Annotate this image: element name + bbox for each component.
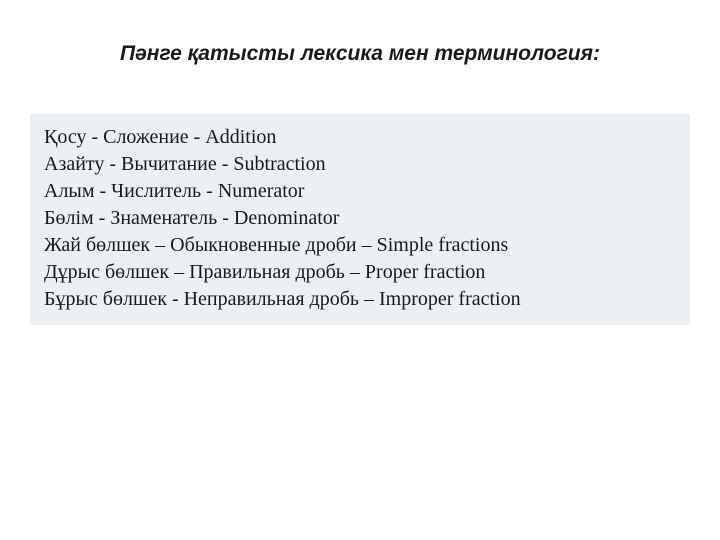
term-line: Алым - Числитель - Numerator	[44, 178, 676, 205]
term-line: Бөлім - Знаменатель - Denominator	[44, 205, 676, 232]
slide-title: Пәнге қатысты лексика мен терминология:	[0, 42, 720, 66]
term-line: Қосу - Сложение - Addition	[44, 124, 676, 151]
term-line: Жай бөлшек – Обыкновенные дроби – Simple…	[44, 232, 676, 259]
term-line: Дұрыс бөлшек – Правильная дробь – Proper…	[44, 259, 676, 286]
slide: Пәнге қатысты лексика мен терминология: …	[0, 0, 720, 540]
term-line: Азайту - Вычитание - Subtraction	[44, 151, 676, 178]
terminology-box: Қосу - Сложение - Addition Азайту - Вычи…	[30, 114, 690, 325]
term-line: Бұрыс бөлшек - Неправильная дробь – Impr…	[44, 286, 676, 313]
